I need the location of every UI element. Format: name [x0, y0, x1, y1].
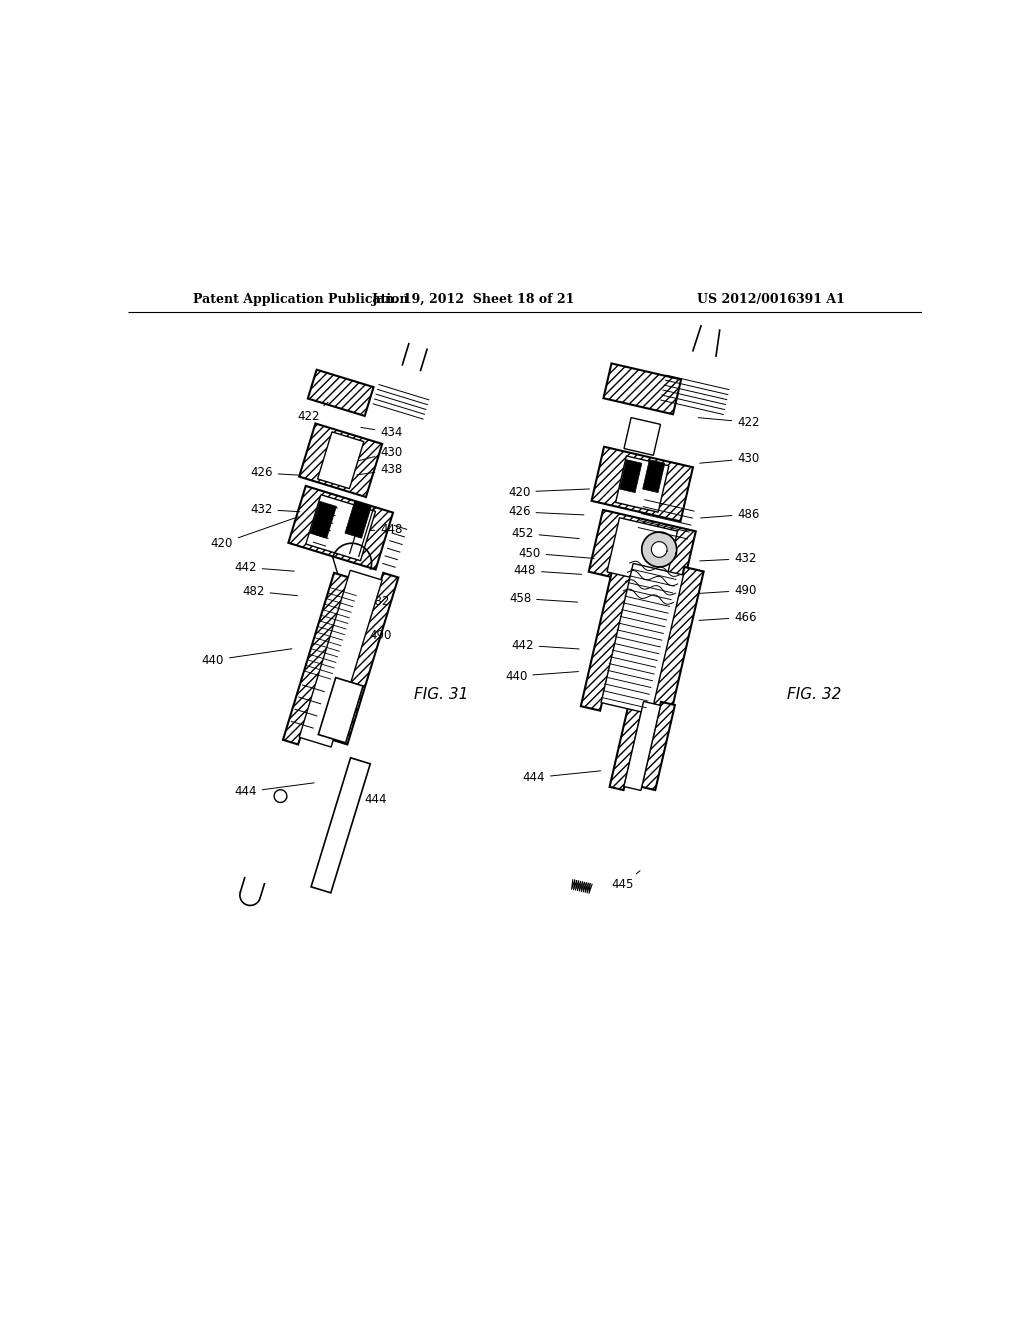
Bar: [345, 502, 372, 539]
Bar: [624, 417, 660, 455]
Text: 444: 444: [343, 791, 387, 805]
Text: 445: 445: [611, 871, 640, 891]
Text: 432: 432: [699, 552, 757, 565]
Text: 422: 422: [698, 416, 760, 429]
Text: 422: 422: [298, 403, 328, 424]
Text: 442: 442: [511, 639, 580, 652]
Text: 432: 432: [250, 503, 300, 516]
Bar: [603, 363, 681, 414]
Text: 444: 444: [522, 771, 601, 784]
Text: 420: 420: [508, 486, 590, 499]
Bar: [620, 459, 642, 492]
Text: 434: 434: [360, 426, 402, 440]
Text: Patent Application Publication: Patent Application Publication: [194, 293, 409, 306]
Bar: [318, 677, 364, 743]
Bar: [601, 564, 683, 714]
Bar: [589, 510, 695, 593]
Bar: [609, 702, 643, 791]
Text: 426: 426: [250, 466, 300, 479]
Text: 482: 482: [351, 595, 390, 609]
Text: 430: 430: [357, 446, 402, 461]
Polygon shape: [642, 532, 677, 568]
Bar: [615, 455, 669, 512]
Text: 450: 450: [518, 546, 594, 560]
Bar: [311, 758, 371, 892]
Bar: [299, 570, 382, 747]
Text: 444: 444: [234, 783, 314, 799]
Polygon shape: [651, 541, 667, 557]
Text: Jan. 19, 2012  Sheet 18 of 21: Jan. 19, 2012 Sheet 18 of 21: [372, 293, 574, 306]
Text: 430: 430: [699, 453, 760, 465]
Text: 440: 440: [505, 669, 579, 682]
Bar: [289, 486, 393, 569]
Bar: [310, 502, 337, 539]
Bar: [306, 495, 376, 561]
Text: FIG. 31: FIG. 31: [415, 686, 469, 702]
Bar: [607, 517, 678, 585]
Bar: [592, 446, 693, 521]
Text: US 2012/0016391 A1: US 2012/0016391 A1: [697, 293, 845, 306]
Bar: [299, 424, 382, 498]
Text: 486: 486: [700, 508, 760, 520]
Bar: [641, 702, 675, 791]
Bar: [308, 370, 374, 416]
Bar: [332, 573, 398, 744]
Text: 490: 490: [699, 583, 757, 597]
Text: 438: 438: [357, 463, 402, 477]
Text: 458: 458: [509, 591, 578, 605]
Text: FIG. 32: FIG. 32: [787, 686, 842, 702]
Bar: [624, 701, 660, 791]
Bar: [581, 568, 632, 710]
Bar: [643, 459, 665, 492]
Text: 442: 442: [234, 561, 294, 574]
Text: 420: 420: [211, 516, 298, 550]
Text: 448: 448: [514, 564, 582, 577]
Bar: [652, 568, 703, 710]
Text: 466: 466: [699, 611, 757, 624]
Text: 482: 482: [243, 585, 297, 598]
Bar: [283, 573, 349, 744]
Text: 490: 490: [347, 630, 391, 642]
Text: 440: 440: [202, 648, 292, 667]
Text: 426: 426: [508, 506, 584, 519]
Bar: [317, 432, 364, 488]
Text: 448: 448: [351, 523, 402, 536]
Text: 452: 452: [511, 527, 580, 540]
